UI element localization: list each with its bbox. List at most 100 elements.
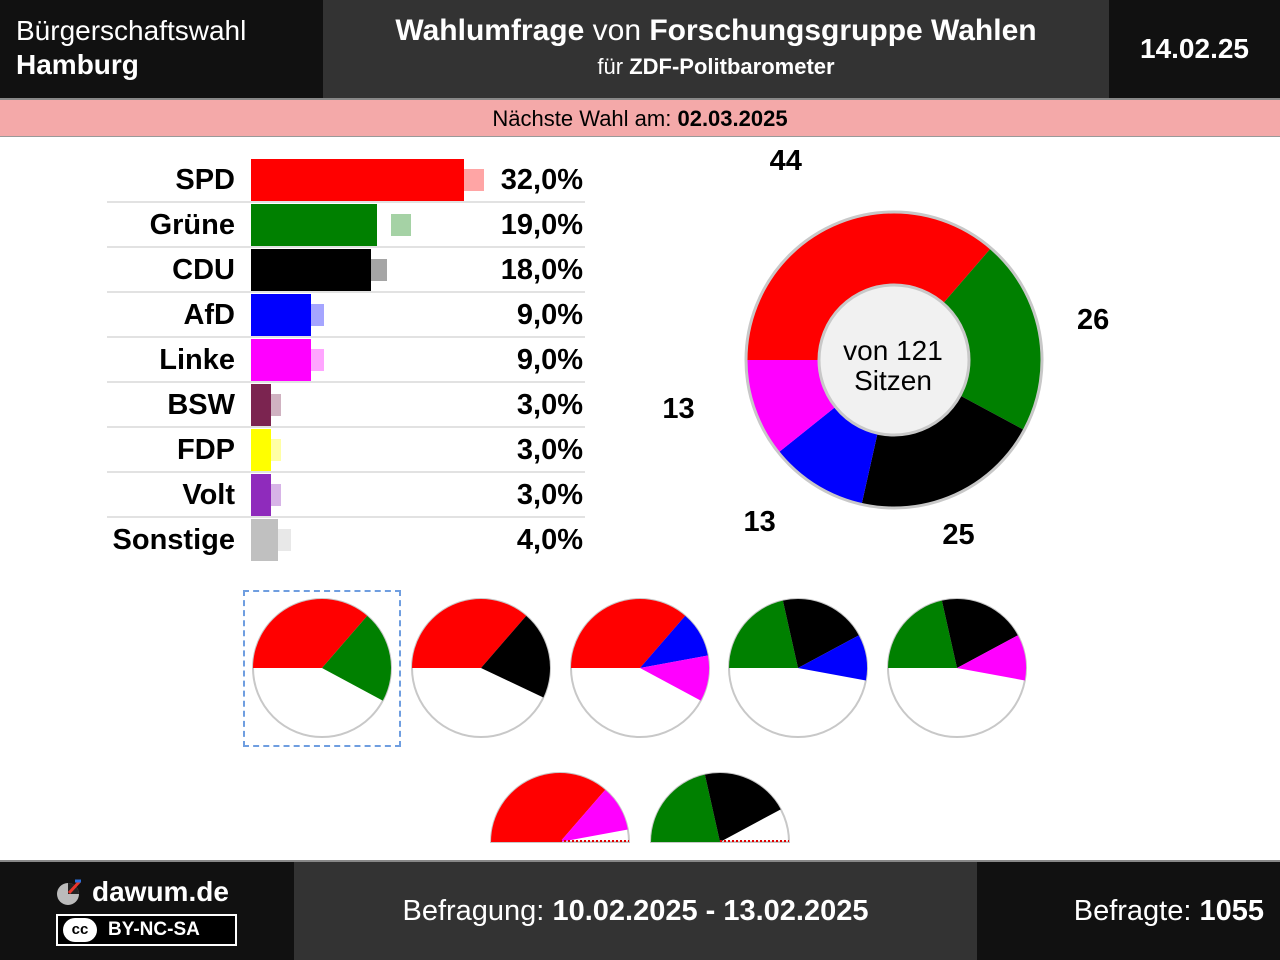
- value-label: 3,0%: [516, 389, 583, 421]
- survey-period-value: 10.02.2025 - 13.02.2025: [552, 895, 869, 927]
- value-label: 9,0%: [516, 299, 583, 331]
- respondents-box: Befragte: 1055: [977, 862, 1280, 960]
- coalition-slice-gruene: [729, 600, 798, 668]
- cc-icon: cc: [63, 918, 97, 942]
- seat-count-cdu: 25: [942, 519, 975, 552]
- subtitle-part-client: ZDF-Politbarometer: [629, 54, 835, 79]
- poll-title: Wahlumfrage von Forschungsgruppe Wahlen: [323, 14, 1109, 48]
- survey-period-box: Befragung: 10.02.2025 - 13.02.2025: [294, 862, 977, 960]
- coalition-slice-spd: [412, 599, 527, 668]
- coalition-gruene-cdu-afd[interactable]: [723, 593, 873, 743]
- header-election-box: Bürgerschaftswahl Hamburg: [0, 0, 323, 98]
- coalition-slice-afd: [798, 635, 867, 681]
- seat-slice-linke: [746, 360, 836, 453]
- bar-row-linke: Linke 9,0%: [107, 338, 585, 383]
- coalition-slice-spd: [253, 599, 368, 668]
- footer-brand-box: dawum.de cc BY-NC-SA: [0, 862, 294, 960]
- bar-row-fdp: FDP 3,0%: [107, 428, 585, 473]
- previous-value-marker: [463, 169, 484, 191]
- seat-count-linke: 13: [662, 392, 695, 425]
- previous-value-marker: [390, 214, 411, 236]
- license-badge: cc BY-NC-SA: [56, 914, 237, 946]
- bar-row-gruene: Grüne 19,0%: [107, 203, 585, 248]
- previous-value-marker: [270, 529, 291, 551]
- coalition-spd-afd-linke[interactable]: [565, 593, 715, 743]
- bar-row-bsw: BSW 3,0%: [107, 383, 585, 428]
- seats-word-label: Sitzen: [854, 365, 932, 396]
- poll-subtitle: für ZDF-Politbarometer: [323, 54, 1109, 80]
- donut-hole: [817, 283, 971, 437]
- party-label: CDU: [172, 254, 235, 286]
- publish-date: 14.02.25: [1109, 0, 1280, 98]
- coalition-slice-gruene: [651, 774, 720, 842]
- election-type: Bürgerschaftswahl: [16, 15, 247, 46]
- seat-slice-gruene: [943, 248, 1042, 431]
- next-election-label: Nächste Wahl am:: [492, 106, 672, 131]
- coalition-slice-cdu: [481, 615, 550, 698]
- subtitle-part-fuer: für: [597, 54, 624, 79]
- bar: [251, 429, 271, 471]
- previous-value-marker: [304, 304, 325, 326]
- value-label: 19,0%: [500, 209, 583, 241]
- header-title-box: Wahlumfrage von Forschungsgruppe Wahlen …: [323, 0, 1109, 98]
- seat-distribution-donut: [744, 210, 1044, 510]
- value-label: 4,0%: [516, 524, 583, 556]
- seat-slice-cdu: [861, 395, 1025, 508]
- value-label: 3,0%: [516, 479, 583, 511]
- title-part-institute: Forschungsgruppe Wahlen: [649, 14, 1037, 47]
- bar-row-afd: AfD 9,0%: [107, 293, 585, 338]
- title-part-poll: Wahlumfrage: [395, 14, 585, 47]
- party-label: BSW: [167, 389, 235, 421]
- coalition-slice-linke: [560, 789, 628, 842]
- bar-row-volt: Volt 3,0%: [107, 473, 585, 518]
- bar-row-sonstige: Sonstige 4,0%: [107, 518, 585, 563]
- party-label: AfD: [183, 299, 235, 331]
- selected-coalition-frame: [243, 590, 401, 747]
- total-seats-label: von 121: [843, 335, 943, 366]
- party-label: Grüne: [149, 209, 235, 241]
- footer-divider: [0, 860, 1280, 862]
- value-label: 32,0%: [500, 164, 583, 196]
- survey-period-label: Befragung:: [402, 895, 545, 927]
- seat-slice-afd: [778, 406, 878, 505]
- next-election-date: 02.03.2025: [677, 106, 788, 131]
- region: Hamburg: [16, 49, 139, 80]
- coalition-gruene-cdu[interactable]: [645, 767, 795, 843]
- header-divider: [0, 98, 1280, 100]
- respondents-label: Befragte:: [1073, 895, 1192, 927]
- site-name: dawum.de: [92, 876, 229, 907]
- coalition-slice-afd: [640, 615, 708, 668]
- previous-value-marker: [260, 394, 281, 416]
- next-election-banner: Nächste Wahl am: 02.03.2025: [0, 100, 1280, 137]
- seat-count-spd: 44: [769, 144, 802, 177]
- coalition-spd-gruene[interactable]: [247, 593, 397, 743]
- party-label: FDP: [177, 434, 235, 466]
- previous-value-marker: [260, 484, 281, 506]
- coalition-slice-cdu: [782, 599, 859, 668]
- party-label: SPD: [175, 164, 235, 196]
- bar: [251, 519, 278, 561]
- bar: [251, 249, 371, 291]
- coalition-slice-gruene: [888, 600, 957, 668]
- coalition-slice-linke: [640, 655, 709, 701]
- bar: [251, 384, 271, 426]
- bar: [251, 474, 271, 516]
- seat-slice-spd: [746, 212, 991, 360]
- coalition-gruene-cdu-linke[interactable]: [882, 593, 1032, 743]
- bar: [251, 204, 378, 246]
- party-label: Volt: [182, 479, 235, 511]
- bar-row-cdu: CDU 18,0%: [107, 248, 585, 293]
- respondents-value: 1055: [1199, 895, 1264, 927]
- coalition-spd-cdu[interactable]: [406, 593, 556, 743]
- coalition-slice-spd: [491, 773, 606, 842]
- coalition-slice-cdu: [941, 599, 1018, 668]
- value-label: 3,0%: [516, 434, 583, 466]
- value-label: 9,0%: [516, 344, 583, 376]
- coalition-spd-linke[interactable]: [485, 767, 635, 843]
- seat-count-afd: 13: [743, 506, 776, 539]
- coalition-slice-spd: [571, 599, 686, 668]
- previous-value-marker: [304, 349, 325, 371]
- bar: [251, 294, 311, 336]
- bar: [251, 159, 464, 201]
